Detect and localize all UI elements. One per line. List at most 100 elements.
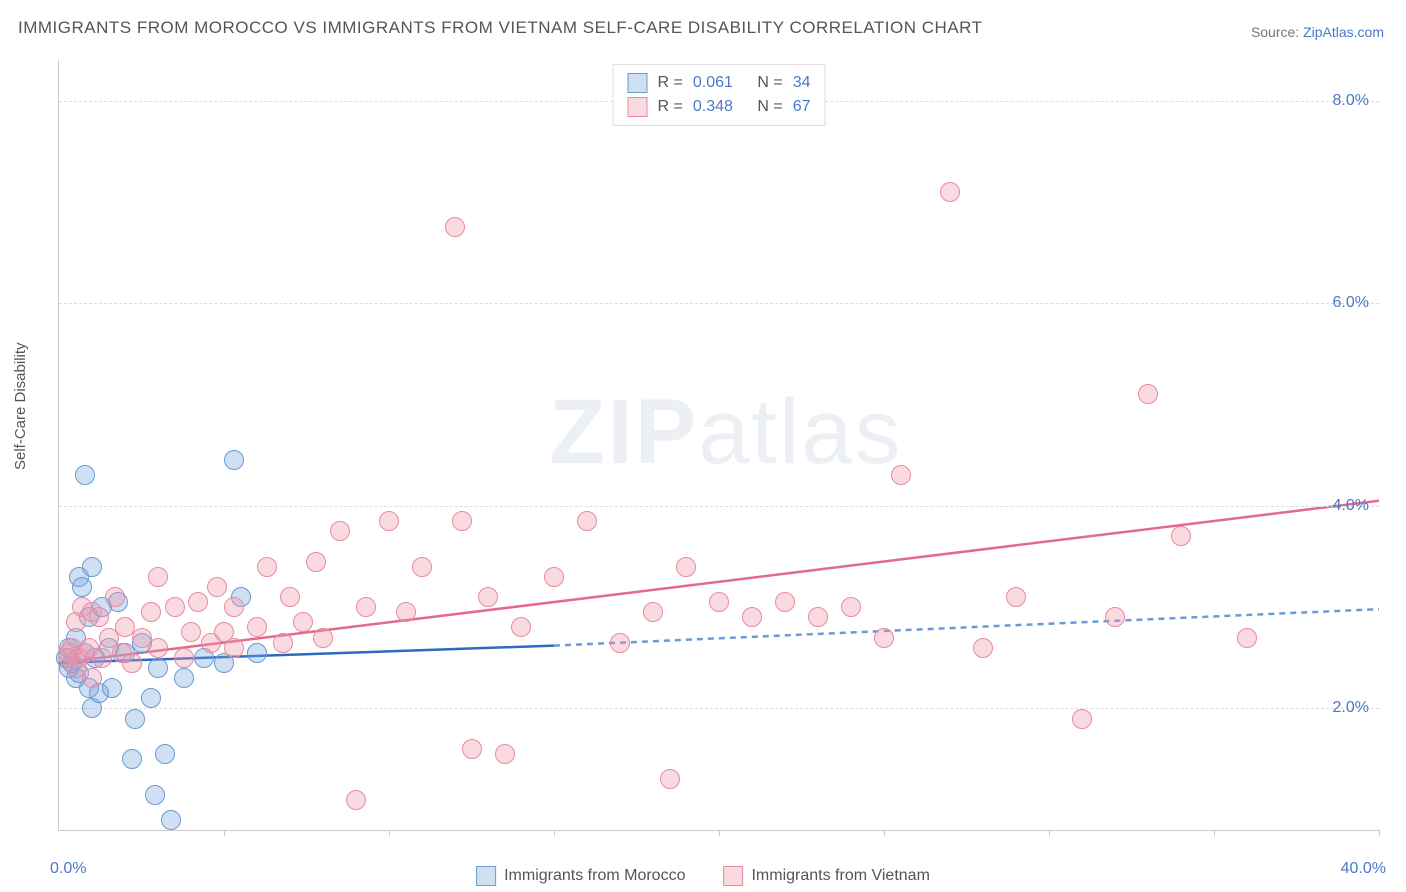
source-label: Source: xyxy=(1251,24,1303,40)
x-tick-min: 0.0% xyxy=(50,860,86,878)
swatch-vietnam xyxy=(628,97,648,117)
data-point-vietnam xyxy=(1006,587,1026,607)
data-point-vietnam xyxy=(445,217,465,237)
y-tick-label: 2.0% xyxy=(1333,699,1369,717)
data-point-morocco xyxy=(148,658,168,678)
data-point-vietnam xyxy=(709,592,729,612)
data-point-vietnam xyxy=(643,602,663,622)
gridline xyxy=(59,303,1379,304)
source-credit: Source: ZipAtlas.com xyxy=(1251,24,1384,40)
y-tick-label: 8.0% xyxy=(1333,92,1369,110)
legend-label-vietnam: Immigrants from Vietnam xyxy=(751,867,929,885)
data-point-morocco xyxy=(247,643,267,663)
data-point-morocco xyxy=(155,744,175,764)
data-point-vietnam xyxy=(181,622,201,642)
x-tick-mark xyxy=(224,830,225,836)
watermark-atlas: atlas xyxy=(698,381,902,483)
data-point-vietnam xyxy=(356,597,376,617)
swatch-vietnam-icon xyxy=(723,866,743,886)
data-point-vietnam xyxy=(660,769,680,789)
legend-row-morocco: R = 0.061 N = 34 xyxy=(628,71,811,95)
legend-item-morocco: Immigrants from Morocco xyxy=(476,866,685,886)
data-point-morocco xyxy=(102,678,122,698)
data-point-vietnam xyxy=(478,587,498,607)
data-point-vietnam xyxy=(141,602,161,622)
data-point-morocco xyxy=(72,577,92,597)
r-value-morocco: 0.061 xyxy=(693,71,733,95)
x-tick-mark xyxy=(554,830,555,836)
data-point-vietnam xyxy=(1171,526,1191,546)
data-point-vietnam xyxy=(379,511,399,531)
legend-row-vietnam: R = 0.348 N = 67 xyxy=(628,95,811,119)
data-point-vietnam xyxy=(89,607,109,627)
data-point-vietnam xyxy=(808,607,828,627)
data-point-vietnam xyxy=(874,628,894,648)
series-legend: Immigrants from Morocco Immigrants from … xyxy=(476,866,930,886)
data-point-vietnam xyxy=(610,633,630,653)
data-point-morocco xyxy=(174,668,194,688)
x-tick-mark xyxy=(719,830,720,836)
x-tick-mark xyxy=(389,830,390,836)
data-point-vietnam xyxy=(105,587,125,607)
n-value-morocco: 34 xyxy=(793,71,811,95)
chart-title: IMMIGRANTS FROM MOROCCO VS IMMIGRANTS FR… xyxy=(18,18,982,38)
data-point-vietnam xyxy=(452,511,472,531)
data-point-vietnam xyxy=(313,628,333,648)
data-point-vietnam xyxy=(306,552,326,572)
x-tick-max: 40.0% xyxy=(1341,860,1386,878)
data-point-morocco xyxy=(75,465,95,485)
n-label: N = xyxy=(757,71,782,95)
data-point-vietnam xyxy=(1105,607,1125,627)
data-point-vietnam xyxy=(148,638,168,658)
data-point-vietnam xyxy=(891,465,911,485)
data-point-vietnam xyxy=(247,617,267,637)
data-point-vietnam xyxy=(775,592,795,612)
data-point-morocco xyxy=(145,785,165,805)
data-point-vietnam xyxy=(495,744,515,764)
data-point-morocco xyxy=(82,557,102,577)
legend-label-morocco: Immigrants from Morocco xyxy=(504,867,685,885)
data-point-vietnam xyxy=(346,790,366,810)
data-point-vietnam xyxy=(330,521,350,541)
r-label: R = xyxy=(658,71,683,95)
data-point-vietnam xyxy=(122,653,142,673)
data-point-vietnam xyxy=(396,602,416,622)
watermark: ZIPatlas xyxy=(549,380,902,485)
y-tick-label: 6.0% xyxy=(1333,294,1369,312)
correlation-legend: R = 0.061 N = 34 R = 0.348 N = 67 xyxy=(613,64,826,126)
data-point-vietnam xyxy=(224,638,244,658)
x-tick-mark xyxy=(1379,830,1380,836)
source-link[interactable]: ZipAtlas.com xyxy=(1303,24,1384,40)
n-value-vietnam: 67 xyxy=(793,95,811,119)
scatter-chart: ZIPatlas R = 0.061 N = 34 R = 0.348 N = … xyxy=(58,60,1379,831)
data-point-vietnam xyxy=(207,577,227,597)
data-point-vietnam xyxy=(293,612,313,632)
data-point-vietnam xyxy=(973,638,993,658)
data-point-vietnam xyxy=(174,648,194,668)
data-point-vietnam xyxy=(544,567,564,587)
data-point-vietnam xyxy=(188,592,208,612)
data-point-morocco xyxy=(125,709,145,729)
data-point-vietnam xyxy=(92,648,112,668)
data-point-vietnam xyxy=(412,557,432,577)
y-tick-label: 4.0% xyxy=(1333,497,1369,515)
data-point-vietnam xyxy=(1138,384,1158,404)
r-value-vietnam: 0.348 xyxy=(693,95,733,119)
data-point-vietnam xyxy=(224,597,244,617)
x-tick-mark xyxy=(884,830,885,836)
data-point-morocco xyxy=(122,749,142,769)
data-point-vietnam xyxy=(462,739,482,759)
x-tick-mark xyxy=(1214,830,1215,836)
data-point-vietnam xyxy=(841,597,861,617)
data-point-vietnam xyxy=(280,587,300,607)
data-point-vietnam xyxy=(1237,628,1257,648)
legend-item-vietnam: Immigrants from Vietnam xyxy=(723,866,929,886)
data-point-vietnam xyxy=(511,617,531,637)
swatch-morocco-icon xyxy=(476,866,496,886)
data-point-vietnam xyxy=(676,557,696,577)
x-tick-mark xyxy=(1049,830,1050,836)
watermark-zip: ZIP xyxy=(549,381,698,483)
data-point-morocco xyxy=(161,810,181,830)
data-point-morocco xyxy=(224,450,244,470)
data-point-vietnam xyxy=(148,567,168,587)
